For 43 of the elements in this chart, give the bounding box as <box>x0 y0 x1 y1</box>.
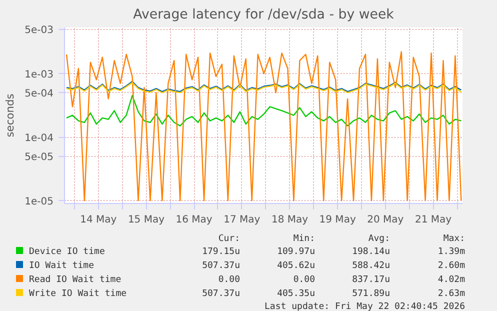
text: 507.37u <box>201 288 240 301</box>
text: 2.60m <box>436 260 465 273</box>
chart-title: Average latency for /dev/sda - by week <box>133 8 394 22</box>
x-tick-label: 17 May <box>224 214 260 226</box>
y-tick-label: 1e-03 <box>24 70 54 81</box>
text: Max: <box>442 233 465 245</box>
text: Cur: <box>217 233 240 245</box>
y-tick-label: 5e-05 <box>24 152 54 164</box>
text: Last update: Fri May 22 02:40:45 2026 <box>264 301 465 311</box>
x-tick-label: 19 May <box>319 214 356 226</box>
text: 405.62u <box>276 260 315 273</box>
y-axis-title: seconds <box>4 93 17 138</box>
y-tick-label: 5e-04 <box>24 88 54 100</box>
text: 507.37u <box>201 260 240 273</box>
y-tick-label: 1e-04 <box>24 133 54 144</box>
x-tick-label: 20 May <box>367 214 404 226</box>
text: 109.97u <box>276 246 315 259</box>
y-tick-label: 1e-05 <box>24 196 54 208</box>
text: 0.00 <box>292 274 315 287</box>
x-tick-label: 14 May <box>80 214 117 226</box>
text: 179.15u <box>201 246 240 259</box>
line-series <box>66 51 462 202</box>
text: 837.17u <box>351 274 390 287</box>
text: 588.42u <box>351 260 390 273</box>
text: 2.63m <box>436 288 465 301</box>
text: 571.89u <box>351 288 390 301</box>
text: 1.39m <box>436 246 465 259</box>
x-tick-label: 15 May <box>128 214 165 226</box>
text: Avg: <box>367 233 390 245</box>
y-tick-label: 5e-03 <box>24 25 54 36</box>
line-series <box>66 94 462 126</box>
legend-label: Device IO time <box>28 246 106 259</box>
x-tick-label: 16 May <box>176 214 212 226</box>
legend-label: Read IO Wait time <box>28 274 122 287</box>
text: Min: <box>292 233 315 245</box>
text: 198.14u <box>351 246 390 259</box>
x-tick-label: 21 May <box>414 214 452 226</box>
text: 405.35u <box>276 288 315 301</box>
legend-label: IO Wait time <box>28 260 96 273</box>
x-tick-label: 18 May <box>271 214 308 226</box>
legend-label: Write IO Wait time <box>28 288 128 301</box>
text: 0.00 <box>217 274 240 287</box>
text: 4.02m <box>436 274 465 287</box>
